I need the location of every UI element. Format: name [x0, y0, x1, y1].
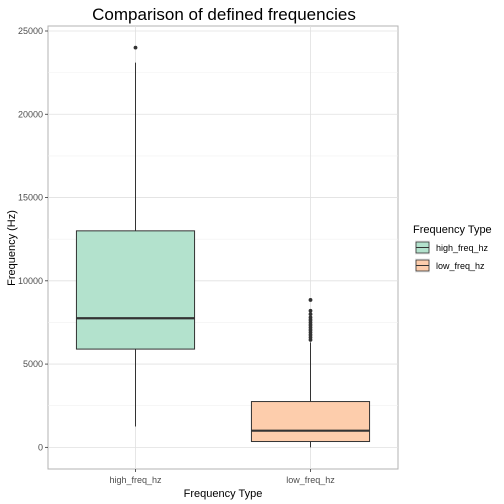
- legend: Frequency Type high_freq_hz low_freq_hz: [413, 224, 492, 273]
- outlier-point: [133, 45, 138, 50]
- box-high_freq_hz: [75, 45, 196, 427]
- outlier-point: [308, 298, 313, 302]
- x-tick-label: low_freq_hz: [286, 475, 335, 485]
- outlier-point: [308, 315, 313, 320]
- legend-label: low_freq_hz: [436, 261, 485, 271]
- chart-title: Comparison of defined frequencies: [92, 5, 356, 24]
- box-low_freq_hz: [250, 298, 371, 448]
- outlier-point: [308, 308, 313, 313]
- iqr-box: [250, 401, 371, 443]
- y-tick-label: 10000: [18, 276, 43, 286]
- legend-items: high_freq_hz low_freq_hz: [415, 240, 489, 273]
- box-layer: [75, 45, 371, 448]
- legend-label: high_freq_hz: [436, 243, 489, 253]
- axis-layer: 0 5000 10000 15000 20000 25000 high_freq_hz low…: [18, 26, 335, 485]
- y-axis-title: Frequency (Hz): [6, 210, 18, 286]
- y-tick-label: 20000: [18, 109, 43, 119]
- legend-item: low_freq_hz: [415, 258, 485, 273]
- outlier-point: [308, 312, 313, 317]
- y-tick-label: 25000: [18, 26, 43, 36]
- x-axis-title: Frequency Type: [184, 488, 263, 500]
- legend-title: Frequency Type: [413, 224, 492, 236]
- iqr-box: [75, 230, 196, 350]
- x-tick-label: high_freq_hz: [109, 475, 162, 485]
- y-tick-label: 15000: [18, 193, 43, 203]
- legend-item: high_freq_hz: [415, 240, 489, 255]
- y-tick-label: 5000: [23, 359, 43, 369]
- y-tick-label: 0: [38, 442, 43, 452]
